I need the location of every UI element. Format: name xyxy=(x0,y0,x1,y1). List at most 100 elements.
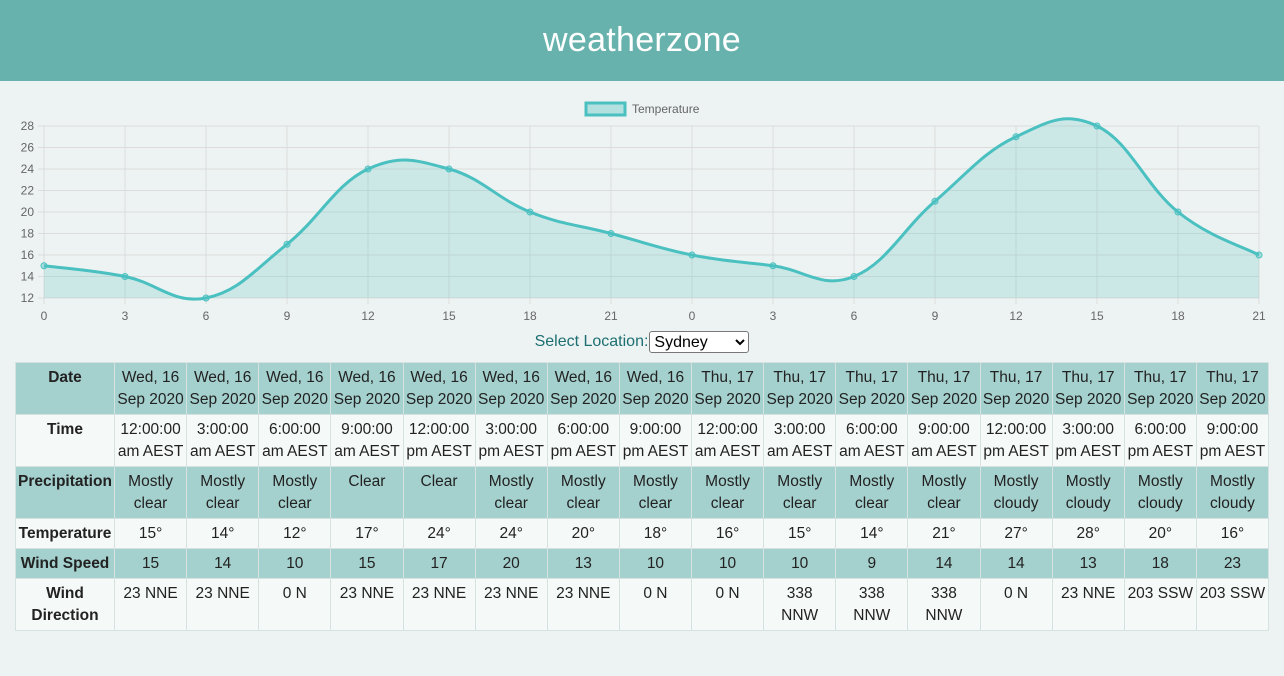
row-header: Date xyxy=(15,362,115,415)
data-point xyxy=(1012,133,1020,141)
table-row: Temperature 15° 14° 12° 17° 24° 24° 20° 18° 16° 15… xyxy=(15,518,1270,549)
x-tick-label: 12 xyxy=(1009,309,1023,323)
table-cell: 17° xyxy=(330,518,404,549)
table-cell: Mostly clear xyxy=(113,466,188,519)
x-tick-label: 18 xyxy=(523,309,537,323)
table-cell: 23 NNE xyxy=(546,578,620,631)
table-cell: Thu, 17 Sep 2020 xyxy=(835,362,909,415)
table-cell: Wed, 16 Sep 2020 xyxy=(186,362,260,415)
data-point xyxy=(121,273,129,280)
row-header: Temperature xyxy=(15,518,115,549)
table-cell: Mostly cloudy xyxy=(1195,466,1270,519)
table-cell: Mostly clear xyxy=(690,466,765,519)
row-header: Wind Speed xyxy=(15,548,115,579)
table-cell: 13 xyxy=(546,548,620,579)
data-point xyxy=(607,230,615,237)
table-cell: 10 xyxy=(763,548,837,579)
data-point xyxy=(283,240,291,248)
table-cell: 6:00:00 am AEST xyxy=(835,414,909,467)
table-cell: 9 xyxy=(835,548,909,579)
x-tick-label: 0 xyxy=(689,309,696,323)
table-cell: 12° xyxy=(258,518,332,549)
row-header: Precipitation xyxy=(15,466,115,519)
table-cell: 338 NNW xyxy=(907,578,981,631)
data-point xyxy=(526,208,534,216)
table-cell: Wed, 16 Sep 2020 xyxy=(113,362,188,415)
table-cell: Mostly cloudy xyxy=(979,466,1053,519)
table-cell: 15 xyxy=(330,548,404,579)
table-cell: Wed, 16 Sep 2020 xyxy=(330,362,404,415)
table-cell: 28° xyxy=(1051,518,1125,549)
table-cell: 14 xyxy=(979,548,1053,579)
table-cell: 20° xyxy=(546,518,620,549)
temperature-chart-svg: 12 14 16 18 20 22 24 26 28 0 3 6 9 12 15 18 21 0 3 6 9 12 15 18… xyxy=(21,101,1266,323)
table-cell: 23 NNE xyxy=(1051,578,1125,631)
y-tick-label: 26 xyxy=(21,141,35,155)
table-cell: 18° xyxy=(618,518,693,549)
table-cell: 24° xyxy=(402,518,476,549)
table-cell: 0 N xyxy=(618,578,693,631)
table-cell: Wed, 16 Sep 2020 xyxy=(618,362,693,415)
site-title: weatherzone xyxy=(543,21,741,59)
table-cell: 15 xyxy=(113,548,188,579)
x-tick-label: 9 xyxy=(284,309,291,323)
table-cell: Thu, 17 Sep 2020 xyxy=(763,362,837,415)
table-cell: 338 NNW xyxy=(763,578,837,631)
table-cell: Mostly cloudy xyxy=(1123,466,1197,519)
table-cell: 21° xyxy=(907,518,981,549)
table-cell: Wed, 16 Sep 2020 xyxy=(258,362,332,415)
table-cell: 12:00:00 pm AEST xyxy=(979,414,1053,467)
table-cell: 15° xyxy=(113,518,188,549)
location-label: Select Location: xyxy=(534,333,649,350)
table-cell: 3:00:00 pm AEST xyxy=(474,414,548,467)
location-select[interactable]: Sydney xyxy=(649,331,750,353)
table-cell: Mostly cloudy xyxy=(1051,466,1125,519)
table-cell: 23 NNE xyxy=(113,578,188,631)
table-cell: 10 xyxy=(690,548,765,579)
table-cell: 14° xyxy=(835,518,909,549)
table-cell: 23 xyxy=(1195,548,1270,579)
table-cell: 14° xyxy=(186,518,260,549)
table-cell: 3:00:00 am AEST xyxy=(763,414,837,467)
table-cell: 203 SSW xyxy=(1123,578,1197,631)
table-cell: 12:00:00 am AEST xyxy=(690,414,765,467)
y-tick-label: 24 xyxy=(21,162,35,176)
table-cell: 20 xyxy=(474,548,548,579)
table-cell: 9:00:00 am AEST xyxy=(330,414,404,467)
data-point xyxy=(40,262,48,270)
table-cell: Mostly clear xyxy=(763,466,837,519)
legend-label: Temperature xyxy=(632,102,700,116)
table-cell: Mostly clear xyxy=(618,466,693,519)
y-tick-label: 28 xyxy=(21,119,35,133)
table-cell: Clear xyxy=(402,466,476,519)
y-tick-label: 16 xyxy=(21,248,35,262)
table-cell: Wed, 16 Sep 2020 xyxy=(546,362,620,415)
row-header: Time xyxy=(15,414,115,467)
table-cell: 203 SSW xyxy=(1195,578,1270,631)
x-tick-label: 12 xyxy=(361,309,375,323)
table-cell: Thu, 17 Sep 2020 xyxy=(1051,362,1125,415)
x-tick-label: 15 xyxy=(442,309,456,323)
table-cell: 16° xyxy=(690,518,765,549)
table-cell: Mostly clear xyxy=(907,466,981,519)
table-cell: 338 NNW xyxy=(835,578,909,631)
table-row: Date Wed, 16 Sep 2020 Wed, 16 Sep 2020 Wed,… xyxy=(15,362,1270,415)
data-point xyxy=(364,165,372,173)
table-cell: 23 NNE xyxy=(186,578,260,631)
y-tick-label: 20 xyxy=(21,205,35,219)
x-tick-label: 0 xyxy=(41,309,48,323)
x-tick-label: 9 xyxy=(932,309,939,323)
table-cell: Clear xyxy=(330,466,404,519)
table-cell: 6:00:00 pm AEST xyxy=(1123,414,1197,467)
table-cell: Thu, 17 Sep 2020 xyxy=(907,362,981,415)
x-tick-label: 21 xyxy=(604,309,618,323)
table-cell: 17 xyxy=(402,548,476,579)
temperature-series-line xyxy=(43,117,1260,301)
table-cell: Thu, 17 Sep 2020 xyxy=(690,362,765,415)
table-cell: 0 N xyxy=(690,578,765,631)
table-cell: Wed, 16 Sep 2020 xyxy=(474,362,548,415)
table-cell: Thu, 17 Sep 2020 xyxy=(1195,362,1270,415)
table-cell: 16° xyxy=(1195,518,1270,549)
table-cell: 12:00:00 pm AEST xyxy=(402,414,476,467)
y-tick-label: 14 xyxy=(21,270,35,284)
